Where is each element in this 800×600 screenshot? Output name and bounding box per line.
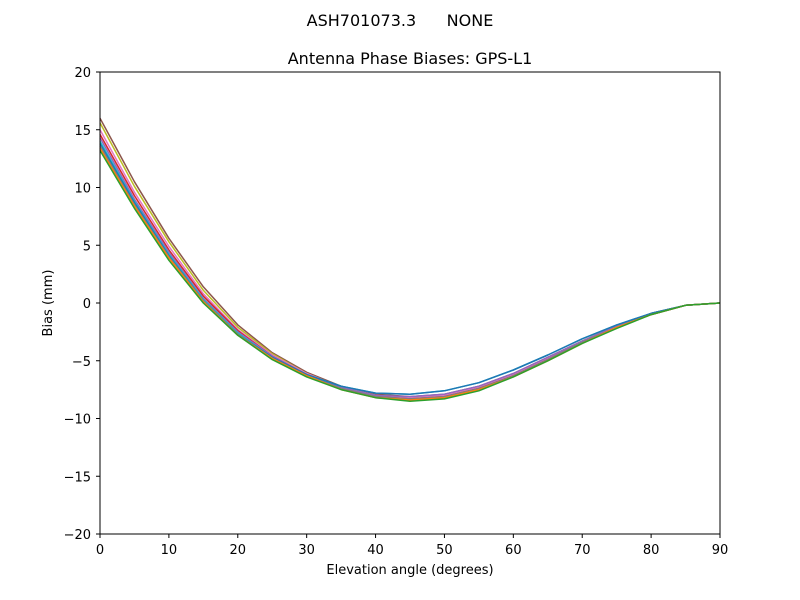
series-line-2 bbox=[99, 122, 721, 399]
y-tick-label: −5 bbox=[72, 355, 91, 370]
x-tick-label: 20 bbox=[230, 543, 247, 558]
y-tick-label: 0 bbox=[83, 297, 91, 312]
y-tick-label: 5 bbox=[83, 239, 91, 254]
y-tick-label: −20 bbox=[64, 528, 91, 543]
y-axis-ticks: −20 −15 −10 −5 0 5 10 15 20 bbox=[64, 66, 100, 543]
series-line-1 bbox=[99, 117, 721, 398]
x-tick-label: 80 bbox=[643, 543, 660, 558]
x-axis-ticks: 0 10 20 30 40 50 60 70 80 90 bbox=[96, 534, 728, 558]
y-axis-label: Bias (mm) bbox=[41, 270, 56, 337]
x-tick-label: 50 bbox=[436, 543, 453, 558]
series-line-9 bbox=[99, 147, 721, 401]
x-tick-label: 40 bbox=[367, 543, 384, 558]
y-tick-label: 10 bbox=[74, 182, 91, 197]
y-tick-label: 15 bbox=[74, 124, 91, 139]
x-tick-label: 30 bbox=[298, 543, 315, 558]
x-tick-label: 70 bbox=[574, 543, 591, 558]
series-line-5 bbox=[99, 137, 721, 398]
series-line-10 bbox=[99, 150, 721, 402]
y-tick-label: −15 bbox=[64, 470, 91, 485]
series-line-3 bbox=[99, 129, 721, 399]
x-axis-label: Elevation angle (degrees) bbox=[326, 563, 493, 578]
y-tick-label: 20 bbox=[74, 66, 91, 81]
x-tick-label: 0 bbox=[96, 543, 104, 558]
x-tick-label: 90 bbox=[712, 543, 729, 558]
series-line-4 bbox=[99, 134, 721, 400]
x-tick-label: 10 bbox=[161, 543, 178, 558]
x-tick-label: 60 bbox=[505, 543, 522, 558]
figure-suptitle: ASH701073.3 NONE bbox=[307, 11, 494, 30]
plot-frame bbox=[99, 71, 721, 535]
series-line-7 bbox=[99, 143, 721, 395]
series-lines bbox=[99, 117, 721, 402]
y-tick-label: −10 bbox=[64, 413, 91, 428]
series-line-6 bbox=[99, 140, 721, 395]
chart-title: Antenna Phase Biases: GPS-L1 bbox=[288, 49, 533, 68]
